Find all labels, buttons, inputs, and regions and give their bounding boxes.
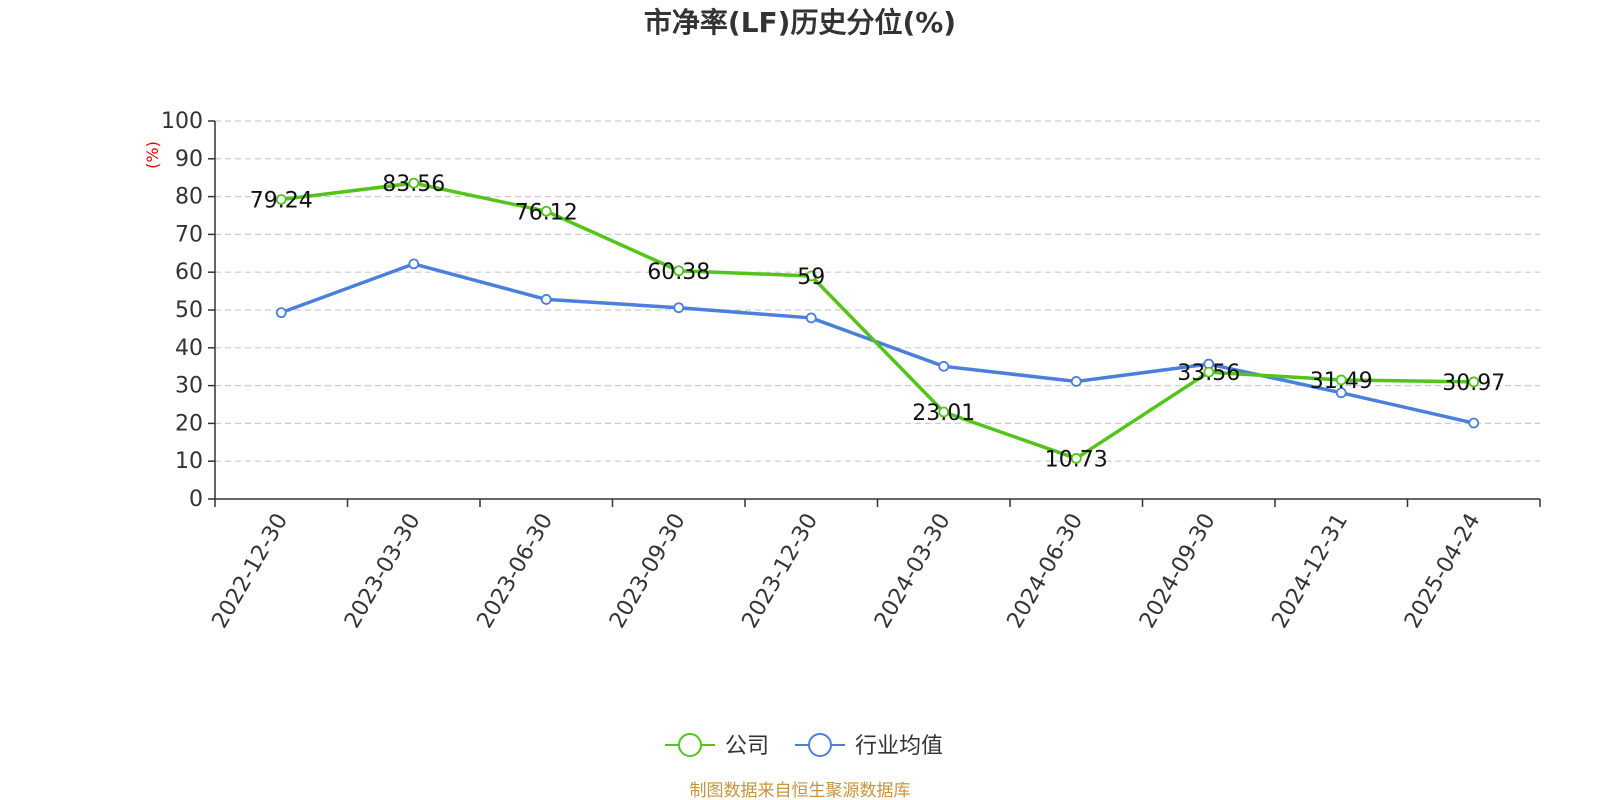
- data-label: 23.01: [912, 401, 975, 426]
- x-tick-label: 2023-09-30: [605, 509, 691, 632]
- data-point: [275, 194, 287, 205]
- data-point: [805, 270, 817, 282]
- x-tick-label: 2024-09-30: [1135, 509, 1221, 632]
- x-ticks: 2022-12-30 2023-03-30 2023-06-30 2023-09-30…: [208, 499, 1541, 633]
- data-point: [1070, 453, 1082, 464]
- y-tick-label: 50: [175, 298, 203, 323]
- data-label: 59: [797, 265, 825, 290]
- series-line: [281, 181, 1474, 461]
- series-group: [275, 177, 1480, 464]
- y-tick-label: 20: [175, 411, 203, 436]
- x-tick-label: 2024-06-30: [1003, 509, 1089, 632]
- legend-marker: [678, 733, 702, 757]
- x-tick-label: 2024-03-30: [870, 509, 956, 632]
- x-tick-label: 2023-03-30: [340, 509, 426, 632]
- y-tick-label: 80: [175, 185, 203, 210]
- data-label: 76.12: [515, 200, 578, 225]
- x-tick-label: 2022-12-30: [208, 509, 294, 632]
- y-tick-label: 0: [189, 487, 203, 512]
- data-point: [1070, 376, 1082, 387]
- data-point: [408, 177, 420, 189]
- grid-lines: [215, 120, 1540, 462]
- data-label: 10.73: [1045, 447, 1108, 472]
- data-point: [540, 294, 552, 305]
- data-label: 79.24: [250, 188, 313, 213]
- x-tick-label: 2023-12-30: [738, 509, 824, 632]
- x-tick-label: 2024-12-31: [1268, 509, 1354, 632]
- y-tick-label: 60: [175, 260, 203, 285]
- data-point: [805, 312, 817, 324]
- data-label: 83.56: [382, 172, 445, 197]
- legend-label: 公司: [725, 734, 769, 759]
- y-tick-label: 90: [175, 147, 203, 172]
- source-note: 制图数据来自恒生聚源数据库: [690, 781, 911, 800]
- data-point: [540, 205, 552, 217]
- data-label: 31.49: [1310, 369, 1373, 394]
- data-point: [673, 265, 685, 277]
- data-point: [1468, 417, 1480, 429]
- data-point: [1468, 376, 1480, 388]
- y-ticks: 0 10 20 30 40 50 60 70 80 90 100: [161, 109, 215, 512]
- y-tick-label: 10: [175, 449, 203, 474]
- y-axis-label: (%): [143, 141, 162, 169]
- data-point: [673, 302, 685, 314]
- data-label: 60.38: [647, 260, 710, 285]
- legend[interactable]: 公司 行业均值: [665, 733, 943, 759]
- x-tick-label: 2023-06-30: [473, 509, 559, 632]
- y-tick-label: 30: [175, 374, 203, 399]
- data-point: [408, 258, 420, 270]
- y-tick-label: 40: [175, 336, 203, 361]
- y-tick-label: 70: [175, 222, 203, 247]
- y-tick-label: 100: [161, 109, 203, 134]
- data-point: [1335, 387, 1347, 399]
- legend-marker: [808, 733, 832, 757]
- data-point: [275, 307, 287, 319]
- data-label: 30.97: [1442, 371, 1505, 396]
- data-labels: 79.24 83.56 76.12 60.38 59 23.01 10.73 33.56 31.…: [250, 172, 1505, 472]
- data-point: [1203, 366, 1215, 378]
- data-point: [938, 406, 950, 418]
- data-point: [1335, 374, 1347, 386]
- legend-label: 行业均值: [855, 734, 943, 759]
- data-point: [938, 360, 950, 372]
- data-label: 33.56: [1177, 361, 1240, 386]
- chart-title: 市净率(LF)历史分位(%): [644, 6, 956, 39]
- x-tick-label: 2025-04-24: [1400, 509, 1486, 632]
